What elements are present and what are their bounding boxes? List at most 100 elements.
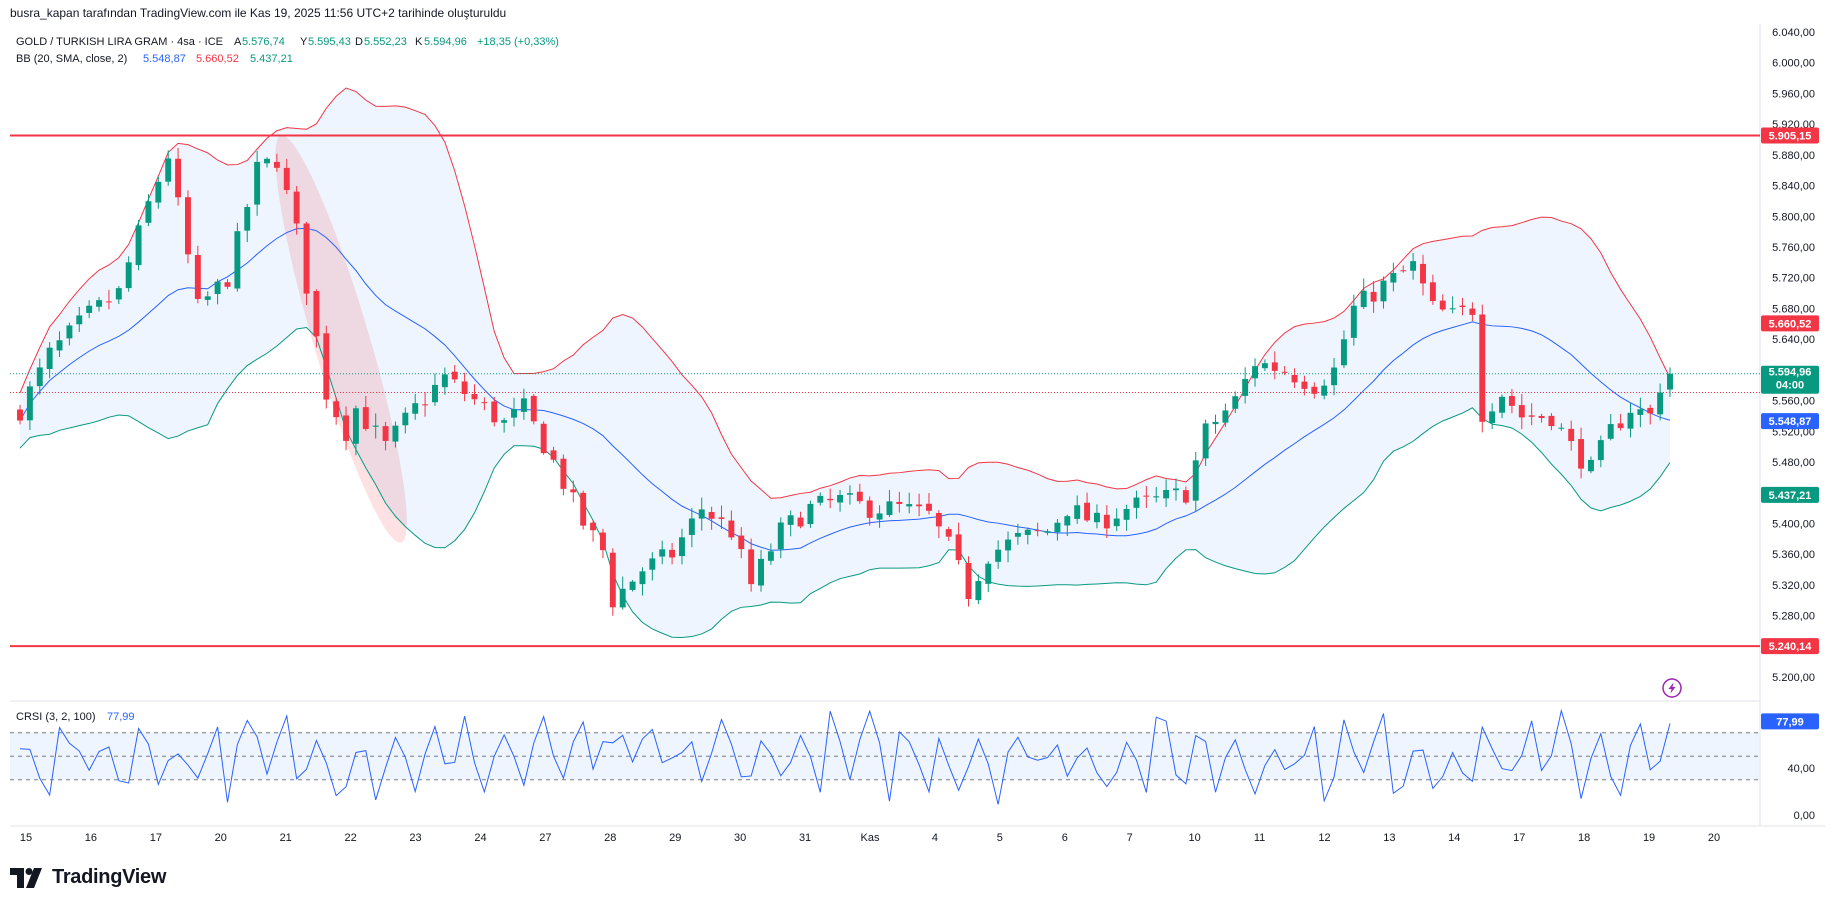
candle[interactable] — [26, 381, 33, 430]
candle[interactable] — [580, 490, 587, 530]
candle[interactable] — [1291, 368, 1298, 388]
candle[interactable] — [1242, 367, 1249, 404]
candle[interactable] — [511, 397, 517, 427]
candle[interactable] — [224, 279, 231, 290]
candle[interactable] — [590, 519, 597, 542]
candle[interactable] — [817, 492, 824, 506]
candle[interactable] — [570, 480, 577, 503]
candle[interactable] — [1499, 394, 1505, 419]
candle[interactable] — [1518, 393, 1525, 430]
candle[interactable] — [1252, 358, 1258, 387]
candle[interactable] — [1380, 276, 1387, 309]
candle[interactable] — [1439, 294, 1446, 312]
candle[interactable] — [185, 190, 191, 264]
candle[interactable] — [1449, 296, 1456, 314]
candle[interactable] — [1103, 505, 1110, 538]
candle[interactable] — [807, 500, 814, 528]
candle[interactable] — [886, 490, 893, 518]
candle[interactable] — [1548, 413, 1555, 431]
candle[interactable] — [194, 245, 201, 304]
candle[interactable] — [76, 307, 83, 333]
candle[interactable] — [293, 186, 300, 235]
candle[interactable] — [955, 522, 962, 565]
candle[interactable] — [1508, 389, 1515, 414]
candle[interactable] — [767, 543, 774, 565]
bb-basis-badge[interactable]: 5.548,87 — [1761, 413, 1819, 430]
candle[interactable] — [125, 256, 132, 292]
candle[interactable] — [619, 576, 626, 610]
candle[interactable] — [1350, 294, 1357, 346]
candle[interactable] — [1528, 403, 1535, 426]
bb-lower-badge[interactable]: 5.437,21 — [1761, 486, 1819, 503]
candle[interactable] — [254, 150, 261, 216]
candle[interactable] — [382, 421, 389, 451]
candle[interactable] — [372, 413, 379, 439]
candle[interactable] — [827, 488, 834, 509]
support-badge[interactable]: 5.240,14 — [1761, 638, 1819, 655]
candle[interactable] — [520, 388, 527, 420]
candle[interactable] — [244, 203, 251, 243]
candle[interactable] — [432, 373, 438, 406]
candle[interactable] — [1340, 330, 1347, 369]
candle[interactable] — [115, 285, 122, 304]
candle[interactable] — [1182, 486, 1189, 505]
candle[interactable] — [1410, 253, 1417, 280]
candle[interactable] — [738, 527, 745, 559]
candle[interactable] — [1212, 414, 1219, 434]
candle[interactable] — [1281, 366, 1288, 376]
candle[interactable] — [36, 358, 43, 395]
candle[interactable] — [659, 540, 666, 565]
candle[interactable] — [1311, 382, 1318, 399]
candle[interactable] — [777, 517, 784, 559]
candle[interactable] — [679, 528, 685, 565]
resistance-badge[interactable]: 5.905,15 — [1761, 127, 1819, 144]
candle[interactable] — [204, 291, 211, 306]
candle[interactable] — [1568, 420, 1575, 451]
candle[interactable] — [56, 331, 63, 357]
candle[interactable] — [995, 540, 1002, 569]
candle[interactable] — [1617, 413, 1624, 431]
candle[interactable] — [1597, 435, 1604, 468]
candle[interactable] — [1578, 427, 1585, 479]
lightning-icon[interactable] — [1662, 678, 1682, 698]
candle[interactable] — [1489, 403, 1496, 430]
candle[interactable] — [1143, 485, 1150, 509]
candle[interactable] — [1331, 357, 1338, 396]
candle[interactable] — [145, 194, 152, 227]
candle[interactable] — [708, 506, 715, 530]
candle[interactable] — [1321, 379, 1328, 400]
candle[interactable] — [1014, 523, 1021, 545]
candle[interactable] — [698, 497, 705, 531]
candle[interactable] — [916, 493, 923, 517]
candle[interactable] — [175, 147, 182, 206]
candle[interactable] — [1627, 403, 1634, 438]
candle[interactable] — [1123, 504, 1130, 531]
candle[interactable] — [17, 404, 23, 425]
candle[interactable] — [1607, 414, 1614, 441]
candle[interactable] — [1093, 504, 1100, 529]
candle[interactable] — [165, 150, 172, 186]
candle[interactable] — [985, 561, 992, 593]
candle[interactable] — [1558, 423, 1565, 431]
candle[interactable] — [96, 296, 103, 312]
candle[interactable] — [1054, 519, 1061, 541]
candle[interactable] — [451, 364, 458, 383]
candle[interactable] — [1192, 452, 1199, 512]
candle[interactable] — [214, 278, 221, 305]
candle[interactable] — [481, 397, 488, 411]
candle[interactable] — [1034, 522, 1041, 537]
candle[interactable] — [1667, 367, 1673, 398]
candle[interactable] — [1479, 304, 1486, 433]
candle[interactable] — [283, 158, 290, 195]
candle[interactable] — [688, 507, 695, 548]
candle[interactable] — [135, 219, 142, 271]
candle[interactable] — [1647, 404, 1654, 425]
candle[interactable] — [422, 392, 429, 417]
candle[interactable] — [787, 510, 794, 537]
candle[interactable] — [86, 300, 93, 319]
candle[interactable] — [392, 421, 399, 448]
candle[interactable] — [1360, 278, 1367, 309]
candle[interactable] — [1024, 527, 1031, 545]
candle[interactable] — [1222, 403, 1229, 427]
candle[interactable] — [1064, 514, 1071, 536]
